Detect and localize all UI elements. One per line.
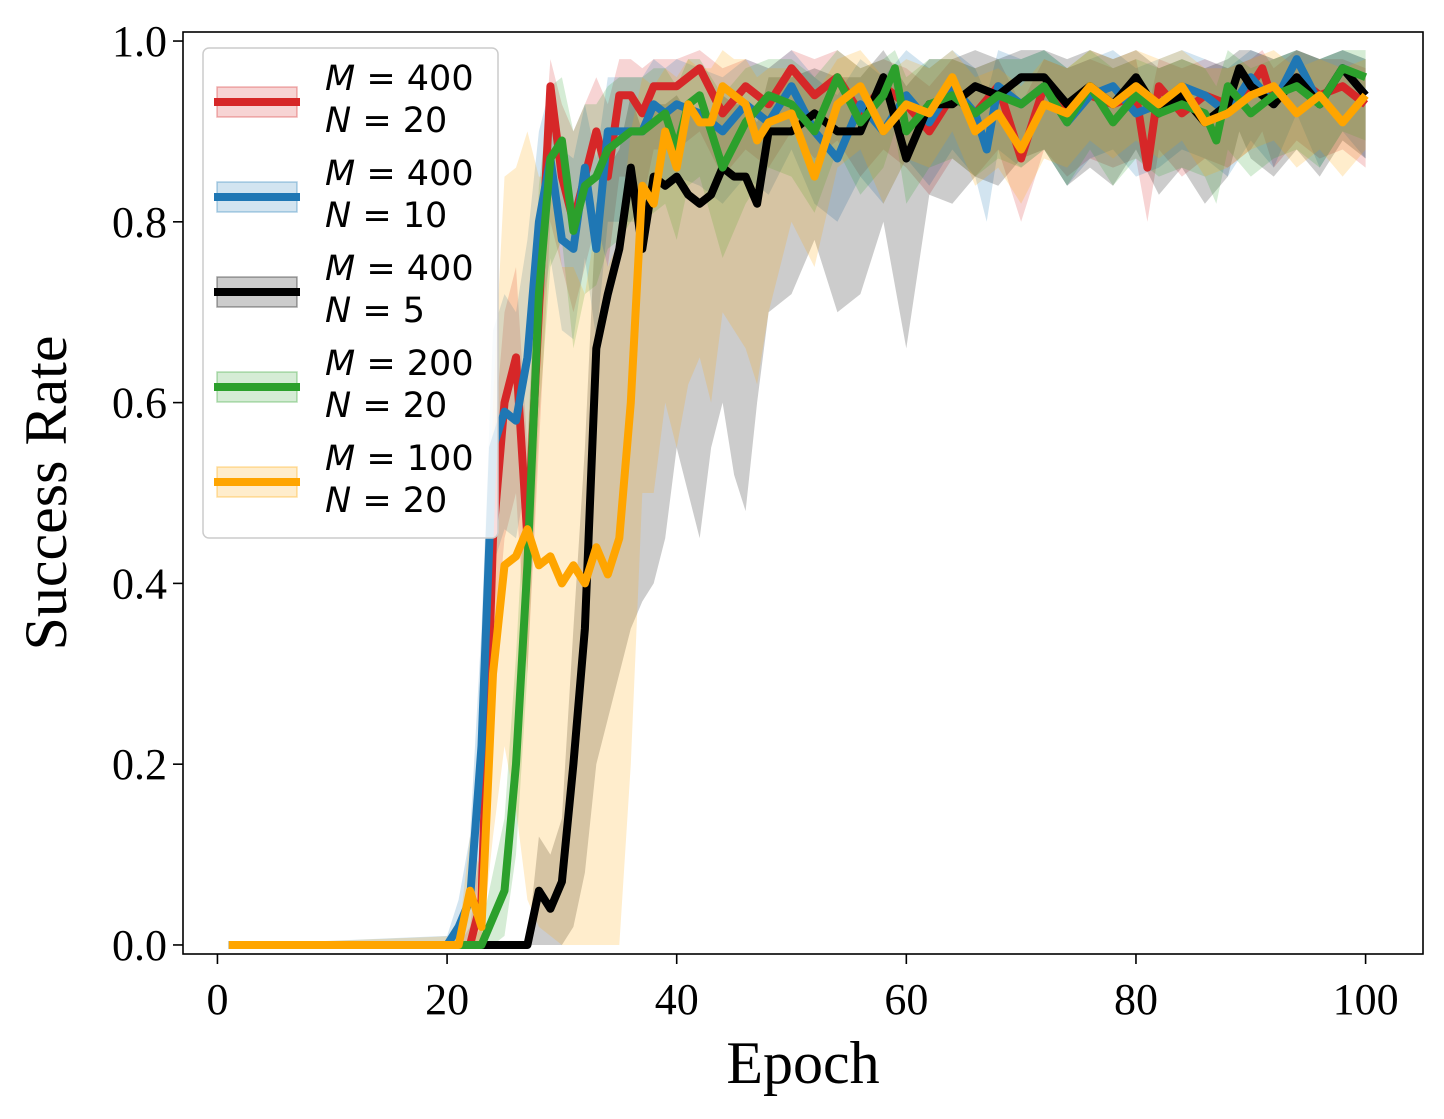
y-tick-label: 1.0 [112, 17, 167, 66]
y-tick-label: 0.8 [112, 198, 167, 247]
x-tick-label: 80 [1114, 975, 1158, 1024]
band-m-400-n-10 [228, 50, 1366, 946]
x-axis-ticks: 0 20 40 60 80 100 [206, 954, 1399, 1024]
legend-label-line2: N = 20 [325, 101, 447, 141]
x-tick-label: 100 [1333, 975, 1399, 1024]
legend-label-line1: M = 400 [325, 154, 474, 194]
line-m-100-n-20 [228, 73, 1369, 949]
legend-label-line1: M = 200 [325, 344, 474, 384]
x-tick-label: 60 [884, 975, 928, 1024]
plot-area-frame [182, 31, 1424, 955]
x-tick-label: 20 [425, 975, 469, 1024]
legend-label-line1: M = 400 [325, 249, 474, 289]
band-m-200-n-20 [228, 50, 1366, 946]
legend-label-line2: N = 20 [325, 386, 447, 426]
y-axis-ticks: 0.0 0.2 0.4 0.6 0.8 1.0 [112, 17, 183, 970]
line-m-400-n-5 [228, 64, 1369, 949]
series-lines [228, 55, 1369, 949]
x-tick-label: 40 [655, 975, 699, 1024]
legend-label-line2: N = 5 [325, 291, 425, 331]
legend-box [202, 47, 499, 539]
y-tick-label: 0.2 [112, 740, 167, 789]
y-axis-label: Success Rate [13, 336, 79, 651]
band-m-400-n-20 [228, 50, 1366, 946]
band-m-100-n-20 [228, 50, 1366, 946]
legend-label-line2: N = 20 [325, 481, 447, 521]
y-tick-label: 0.6 [112, 379, 167, 428]
y-tick-label: 0.0 [112, 921, 167, 970]
band-m-400-n-5 [228, 50, 1366, 946]
x-tick-label: 0 [206, 975, 228, 1024]
legend-label-line1: M = 100 [325, 439, 474, 479]
confidence-bands [228, 50, 1366, 946]
x-axis-label: Epoch [726, 1030, 879, 1096]
y-tick-label: 0.4 [112, 559, 167, 608]
legend-label-line1: M = 400 [325, 59, 474, 99]
legend-label-line2: N = 10 [325, 196, 447, 236]
line-m-200-n-20 [228, 64, 1368, 949]
